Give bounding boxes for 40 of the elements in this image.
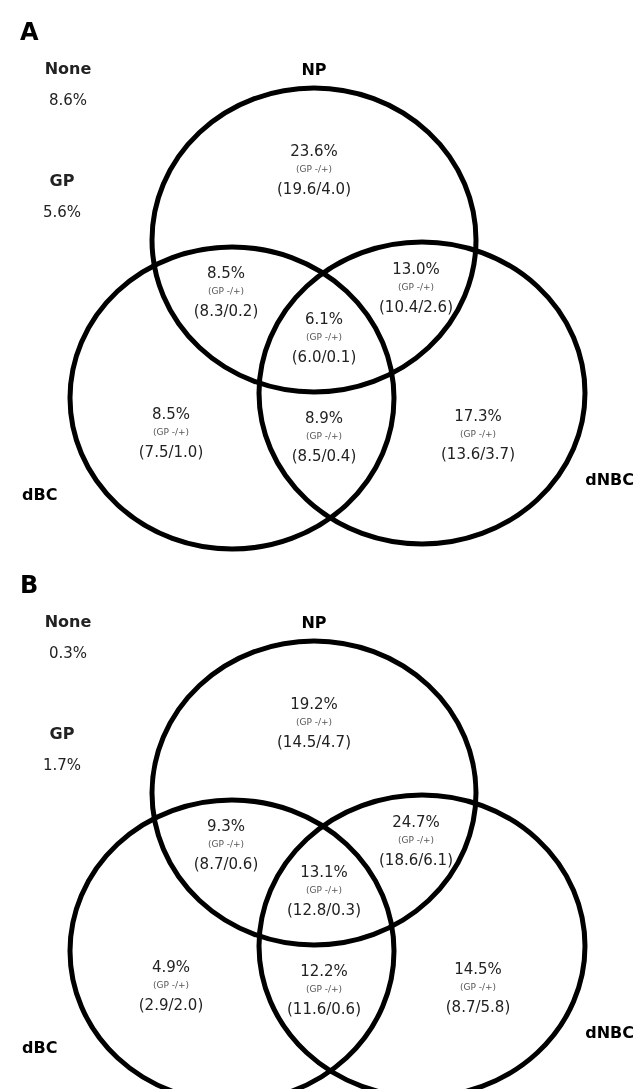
text: (GP -/+) (8.7/0.6) [193, 839, 259, 873]
data-label: 17.3% [454, 407, 502, 425]
data-label: 8.5% [151, 405, 191, 423]
text: dBC [22, 1038, 58, 1057]
text: dNBC [585, 1023, 634, 1042]
text: (GP -/+) (2.9/2.0) [138, 980, 204, 1014]
text: (GP -/+) (6.0/0.1) [291, 332, 357, 366]
data-label: 13.1% [300, 863, 348, 881]
text: (GP -/+) (8.3/0.2) [193, 286, 259, 320]
text: B [20, 571, 39, 599]
data-label: 13.0% [392, 260, 440, 278]
data-label: 12.2% [300, 962, 348, 980]
text: NP [301, 60, 327, 79]
text: GP 1.7% [42, 724, 82, 774]
data-label: 19.2% [290, 695, 338, 713]
text: dBC [22, 485, 58, 504]
data-label: 24.7% [392, 813, 440, 831]
text: (GP -/+) (14.5/4.7) [276, 717, 352, 751]
text: (GP -/+) (11.6/0.6) [286, 984, 362, 1018]
text: None 8.6% [44, 59, 92, 109]
text: NP [301, 613, 327, 632]
text: (GP -/+) (10.4/2.6) [378, 282, 454, 316]
data-label: 4.9% [151, 958, 191, 976]
text: (GP -/+) (8.7/5.8) [445, 982, 511, 1016]
text: (GP -/+) (13.6/3.7) [440, 429, 516, 463]
text: A [20, 18, 39, 46]
text: (GP -/+) (12.8/0.3) [286, 885, 362, 919]
text: (GP -/+) (7.5/1.0) [138, 427, 204, 461]
data-label: 9.3% [206, 817, 246, 835]
text: None 0.3% [44, 612, 92, 662]
text: (GP -/+) (19.6/4.0) [276, 164, 352, 198]
text: dNBC [585, 470, 634, 489]
data-label: 14.5% [454, 960, 502, 978]
text: (GP -/+) (8.5/0.4) [291, 431, 357, 465]
text: GP 5.6% [42, 171, 82, 221]
text: (GP -/+) (18.6/6.1) [378, 835, 454, 869]
data-label: 23.6% [290, 142, 338, 160]
data-label: 6.1% [304, 310, 344, 328]
data-label: 8.9% [304, 409, 344, 427]
data-label: 8.5% [206, 264, 246, 282]
